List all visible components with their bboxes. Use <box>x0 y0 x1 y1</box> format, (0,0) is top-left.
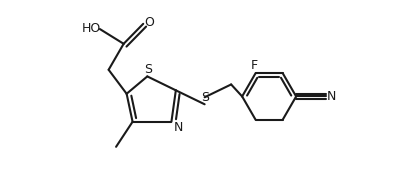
Text: N: N <box>327 90 336 103</box>
Text: S: S <box>144 63 152 76</box>
Text: F: F <box>251 59 258 72</box>
Text: S: S <box>201 91 209 104</box>
Text: O: O <box>144 16 154 29</box>
Text: N: N <box>174 121 183 134</box>
Text: HO: HO <box>82 22 101 35</box>
